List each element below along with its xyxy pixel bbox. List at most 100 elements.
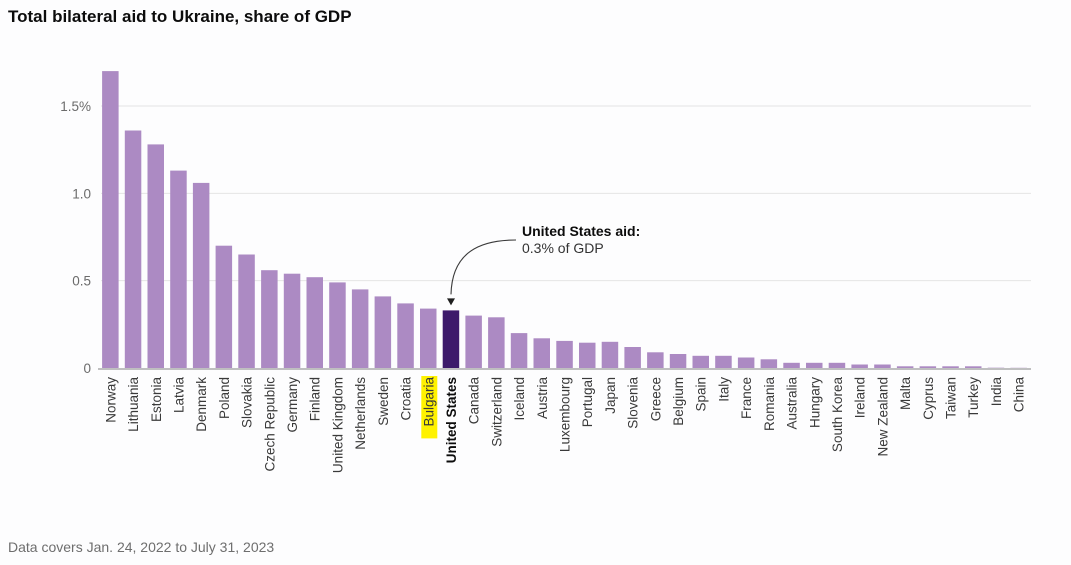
category-text: Czech Republic <box>262 377 277 472</box>
category-text: United States <box>444 377 459 463</box>
category-text: Italy <box>717 377 732 402</box>
category-text: Spain <box>694 377 709 412</box>
category-label-switzerland: Switzerland <box>489 377 504 447</box>
annotation-arrowhead <box>447 298 455 306</box>
category-text: Iceland <box>512 377 527 421</box>
category-text: Finland <box>308 377 323 421</box>
category-text: France <box>739 377 754 419</box>
category-label-iceland: Iceland <box>512 377 527 421</box>
category-text: Croatia <box>399 377 414 421</box>
category-label-australia: Australia <box>785 377 800 430</box>
category-label-malta: Malta <box>898 377 913 411</box>
bar-estonia <box>147 144 164 368</box>
bar-belgium <box>669 354 687 368</box>
footnote: Data covers Jan. 24, 2022 to July 31, 20… <box>8 539 275 555</box>
y-axis-ticks: 0 0.5 1.0 1.5% <box>60 99 91 376</box>
bar-norway <box>102 71 119 368</box>
category-label-spain: Spain <box>694 377 709 412</box>
category-text: United Kingdom <box>330 377 345 473</box>
category-text: Hungary <box>807 377 822 428</box>
category-text: Portugal <box>580 377 595 427</box>
category-label-ireland: Ireland <box>853 377 868 418</box>
bar-poland <box>215 245 233 368</box>
category-text: Slovakia <box>240 377 255 429</box>
bar-iceland <box>510 333 528 368</box>
category-text: South Korea <box>830 377 845 453</box>
category-text: Lithuania <box>126 377 141 432</box>
category-text: Canada <box>467 377 482 425</box>
category-text: Turkey <box>966 377 981 418</box>
bar-netherlands <box>351 289 369 368</box>
category-label-cyprus: Cyprus <box>921 377 936 420</box>
category-text: Netherlands <box>353 377 368 450</box>
bar-united-states <box>442 310 460 368</box>
category-label-china: China <box>1012 377 1027 413</box>
bar-spain <box>692 355 709 368</box>
bar-lithuania <box>124 130 142 368</box>
bar-romania <box>760 359 778 368</box>
category-label-italy: Italy <box>717 377 732 402</box>
category-label-germany: Germany <box>285 377 300 433</box>
x-axis-category-labels: Norway Lithuania Estonia Latvia Denmark Polan… <box>103 376 1027 473</box>
bar-france <box>737 357 755 368</box>
category-text: Latvia <box>172 377 187 414</box>
annotation-heading: United States aid: <box>522 223 640 239</box>
category-label-denmark: Denmark <box>194 377 209 432</box>
bar-ireland <box>851 364 868 368</box>
bar-malta <box>896 366 914 368</box>
category-text: India <box>989 377 1004 407</box>
bar-greece <box>647 352 664 368</box>
category-label-united-states: United States <box>444 377 459 463</box>
category-label-sweden: Sweden <box>376 377 391 426</box>
category-label-luxembourg: Luxembourg <box>558 377 573 452</box>
bar-finland <box>306 277 323 368</box>
bar-slovenia <box>624 347 641 368</box>
y-tick-label: 1.5% <box>60 99 91 114</box>
category-text: Bulgaria <box>421 377 436 427</box>
bar-latvia <box>170 170 187 368</box>
category-label-portugal: Portugal <box>580 377 595 427</box>
category-label-france: France <box>739 377 754 419</box>
category-label-finland: Finland <box>308 377 323 421</box>
bar-new-zealand <box>874 364 891 368</box>
category-text: Malta <box>898 377 913 411</box>
chart-title: Total bilateral aid to Ukraine, share of… <box>8 7 352 26</box>
category-text: Denmark <box>194 377 209 432</box>
category-text: Greece <box>648 377 663 421</box>
bars <box>102 71 1027 368</box>
y-tick-label: 1.0 <box>72 186 91 201</box>
category-text: Belgium <box>671 377 686 426</box>
category-label-taiwan: Taiwan <box>944 377 959 419</box>
category-label-india: India <box>989 377 1004 407</box>
category-text: Sweden <box>376 377 391 426</box>
category-label-netherlands: Netherlands <box>353 377 368 450</box>
bar-slovakia <box>238 254 255 368</box>
bar-taiwan <box>942 366 959 368</box>
category-label-norway: Norway <box>103 377 118 423</box>
category-text: Cyprus <box>921 377 936 420</box>
bar-south-korea <box>828 362 846 368</box>
category-label-belgium: Belgium <box>671 377 686 426</box>
category-label-poland: Poland <box>217 377 232 419</box>
category-text: Poland <box>217 377 232 419</box>
annotation-arrow <box>450 239 517 295</box>
category-text: China <box>1012 377 1027 413</box>
category-text: Switzerland <box>489 377 504 447</box>
category-text: New Zealand <box>875 377 890 457</box>
category-text: Japan <box>603 377 618 414</box>
bar-australia <box>783 362 800 368</box>
category-text: Australia <box>785 377 800 430</box>
category-label-japan: Japan <box>603 377 618 414</box>
category-text: Germany <box>285 377 300 433</box>
category-label-south-korea: South Korea <box>830 377 845 453</box>
category-label-lithuania: Lithuania <box>126 377 141 432</box>
category-text: Norway <box>103 377 118 423</box>
bar-hungary <box>806 362 823 368</box>
category-label-slovenia: Slovenia <box>626 377 641 429</box>
category-text: Ireland <box>853 377 868 418</box>
category-label-croatia: Croatia <box>399 377 414 421</box>
category-text: Romania <box>762 377 777 432</box>
category-label-estonia: Estonia <box>149 377 164 423</box>
bar-switzerland <box>488 317 505 368</box>
category-label-czech-republic: Czech Republic <box>262 377 277 472</box>
